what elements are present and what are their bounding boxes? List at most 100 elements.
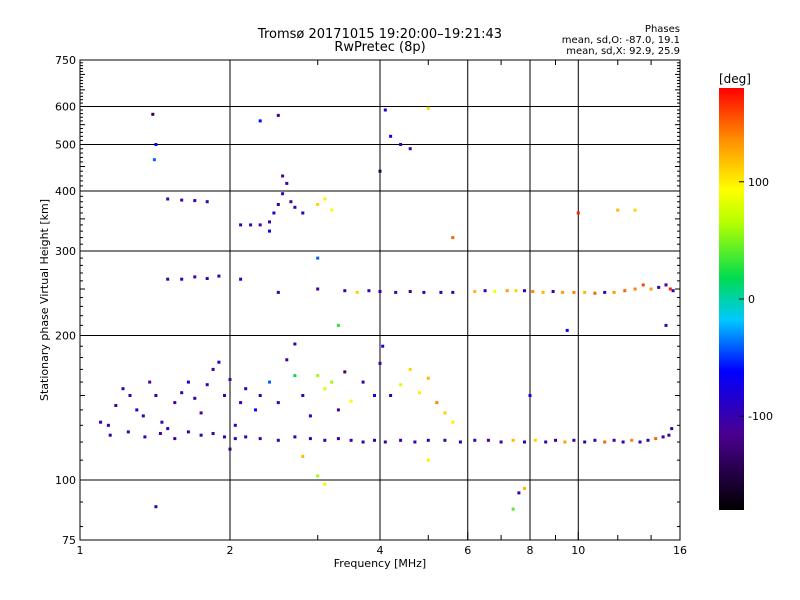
data-point xyxy=(576,211,580,215)
data-point xyxy=(249,223,253,227)
data-point xyxy=(383,108,387,112)
data-point xyxy=(378,361,382,365)
data-point xyxy=(408,147,412,151)
data-point xyxy=(426,458,430,462)
data-point xyxy=(603,440,607,444)
data-point xyxy=(152,158,156,162)
data-point xyxy=(308,414,312,418)
data-point xyxy=(355,290,359,294)
data-point xyxy=(121,387,125,391)
data-point xyxy=(276,401,280,405)
data-point xyxy=(330,380,334,384)
data-point xyxy=(244,387,248,391)
data-point xyxy=(649,287,653,291)
data-point xyxy=(399,383,403,387)
data-point xyxy=(223,394,226,397)
data-point xyxy=(106,423,110,427)
data-point xyxy=(630,438,634,442)
grid-lines xyxy=(80,60,680,540)
data-point xyxy=(217,274,221,278)
data-point xyxy=(217,360,221,364)
data-point xyxy=(572,290,576,294)
data-point xyxy=(593,291,597,295)
data-point xyxy=(154,505,158,509)
data-point xyxy=(612,290,616,294)
data-point xyxy=(276,438,280,442)
y-tick-label: 300 xyxy=(55,245,76,258)
data-point xyxy=(316,374,320,378)
data-point xyxy=(154,143,158,146)
data-point xyxy=(361,380,365,384)
data-point xyxy=(276,290,280,294)
data-point xyxy=(180,277,184,281)
data-point xyxy=(316,256,320,260)
data-point xyxy=(443,438,447,442)
data-point xyxy=(511,507,515,511)
data-point xyxy=(667,433,671,437)
data-point xyxy=(180,198,184,202)
data-point xyxy=(205,200,209,204)
data-point xyxy=(583,440,587,444)
data-point xyxy=(670,427,674,431)
y-tick-label: 200 xyxy=(55,330,76,343)
data-point xyxy=(239,401,243,405)
data-point xyxy=(511,438,515,442)
data-point xyxy=(544,440,548,444)
data-point xyxy=(108,433,112,437)
data-point xyxy=(514,289,518,293)
data-point xyxy=(654,437,658,441)
data-point xyxy=(301,394,305,397)
chart-subtitle: RwPretec (8p) xyxy=(334,40,426,55)
data-point xyxy=(458,440,462,444)
data-point xyxy=(565,328,569,332)
data-point xyxy=(293,205,297,209)
data-point xyxy=(451,420,455,424)
data-point xyxy=(244,435,248,439)
data-point xyxy=(258,223,262,227)
data-point xyxy=(554,438,557,442)
data-point xyxy=(661,435,665,439)
data-point xyxy=(668,287,672,291)
data-point xyxy=(349,438,353,442)
data-point xyxy=(378,290,382,293)
axis-ticks: 1 2 4 6 8 10 16 75 100 200 300 400 500 600 750 xyxy=(55,54,687,557)
data-point xyxy=(483,289,487,293)
data-point xyxy=(633,287,637,291)
data-point xyxy=(603,290,607,294)
data-point xyxy=(657,285,661,289)
data-point xyxy=(422,290,426,294)
x-tick-label: 4 xyxy=(377,544,384,557)
data-point xyxy=(551,290,555,293)
data-point xyxy=(399,438,403,442)
data-point xyxy=(517,491,521,495)
data-point xyxy=(336,437,340,441)
data-point xyxy=(593,438,597,442)
data-point xyxy=(623,289,627,293)
y-tick-label: 75 xyxy=(62,534,76,547)
data-point xyxy=(193,275,197,279)
data-point xyxy=(180,391,184,395)
data-point xyxy=(486,438,490,442)
data-point xyxy=(561,290,565,294)
data-point xyxy=(193,396,197,400)
data-point xyxy=(451,236,455,240)
data-point xyxy=(166,427,170,431)
x-tick-label: 10 xyxy=(571,544,585,557)
x-tick-label: 6 xyxy=(464,544,471,557)
data-point xyxy=(343,370,347,374)
data-point xyxy=(228,378,232,381)
data-point xyxy=(563,440,567,444)
data-point xyxy=(493,290,497,293)
data-point xyxy=(126,430,130,434)
data-point xyxy=(293,342,297,346)
x-tick-label: 16 xyxy=(673,544,687,557)
data-point xyxy=(533,438,537,442)
data-point xyxy=(308,437,312,441)
data-point xyxy=(160,420,164,424)
data-point xyxy=(272,211,276,215)
data-point xyxy=(646,438,650,442)
data-point xyxy=(135,408,139,412)
x-axis-label: Frequency [MHz] xyxy=(334,557,426,570)
data-point xyxy=(336,323,340,327)
